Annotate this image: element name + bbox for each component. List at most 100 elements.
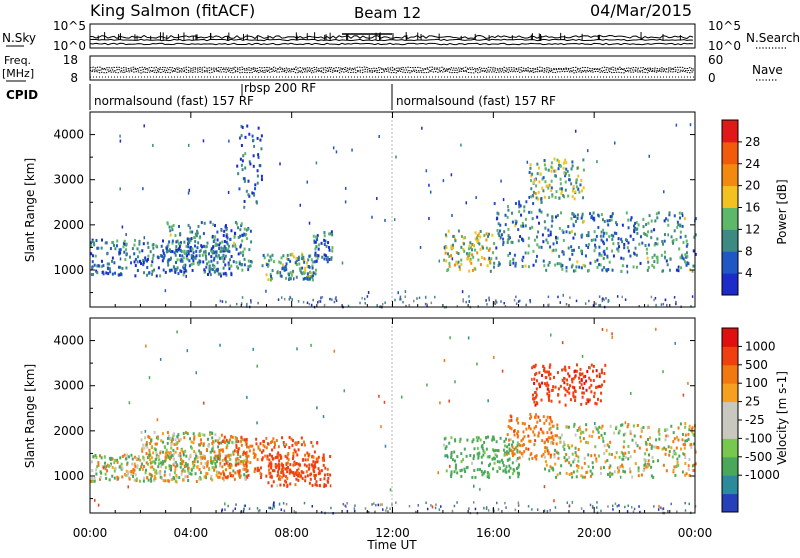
power-echo-cell — [204, 245, 207, 249]
velocity-scatter-cell — [273, 501, 275, 505]
velocity-echo-cell — [487, 399, 489, 403]
power-echo-cell — [635, 265, 638, 269]
power-echo-cell — [549, 230, 552, 234]
power-echo-cell — [208, 270, 211, 274]
power-echo-cell — [614, 141, 616, 145]
power-echo-cell — [163, 254, 166, 258]
power-scatter-cell — [601, 299, 604, 303]
power-scatter-cell — [329, 297, 331, 301]
power-scatter-cell — [277, 298, 280, 301]
velocity-echo-cell — [591, 465, 594, 469]
power-echo-cell — [308, 221, 311, 225]
velocity-echo-cell — [179, 465, 182, 469]
velocity-echo-cell — [175, 475, 178, 479]
power-echo-cell — [267, 278, 270, 282]
power-echo-cell — [287, 272, 290, 276]
power-echo-cell — [282, 254, 285, 258]
velocity-echo-cell — [278, 474, 281, 478]
velocity-echo-cell — [174, 479, 177, 483]
power-echo-cell — [457, 229, 460, 233]
velocity-echo-cell — [678, 454, 681, 458]
velocity-echo-cell — [573, 458, 576, 462]
velocity-echo-cell — [559, 471, 562, 475]
velocity-echo-cell — [594, 445, 597, 449]
velocity-scatter-cell — [243, 504, 246, 508]
velocity-echo-cell — [568, 455, 571, 459]
power-echo-cell — [314, 255, 317, 259]
velocity-echo-cell — [475, 435, 478, 439]
power-echo-cell — [183, 270, 186, 274]
power-echo-cell — [532, 190, 535, 194]
power-echo-cell — [242, 250, 245, 254]
power-echo-cell — [647, 221, 650, 225]
power-echo-cell — [529, 163, 532, 167]
velocity-echo-cell — [202, 442, 205, 446]
velocity-echo-cell — [148, 472, 151, 476]
power-echo-cell — [216, 230, 219, 234]
velocity-echo-cell — [477, 456, 480, 460]
velocity-echo-cell — [649, 436, 652, 440]
velocity-scatter-cell — [614, 502, 617, 505]
power-echo-cell — [216, 267, 219, 271]
velocity-echo-cell — [267, 468, 270, 472]
power-echo-cell — [550, 179, 553, 183]
power-echo-cell — [308, 274, 311, 278]
velocity-echo-cell — [270, 462, 273, 466]
power-echo-cell — [564, 158, 567, 162]
power-colorbar-cell — [722, 207, 738, 230]
velocity-echo-cell — [168, 467, 171, 471]
velocity-echo-cell — [247, 473, 250, 477]
power-echo-cell — [574, 129, 577, 133]
velocity-echo-cell — [444, 454, 447, 458]
velocity-scatter-cell — [367, 510, 370, 514]
power-echo-cell — [104, 241, 107, 245]
velocity-echo-cell — [120, 462, 123, 466]
power-echo-cell — [603, 249, 606, 253]
velocity-echo-cell — [210, 461, 213, 465]
power-echo-cell — [301, 272, 304, 276]
velocity-echo-cell — [121, 475, 124, 479]
power-echo-cell — [243, 232, 246, 236]
velocity-echo-cell — [172, 463, 175, 467]
power-echo-cell — [657, 211, 660, 215]
power-echo-cell — [581, 214, 584, 218]
power-echo-cell — [636, 231, 639, 235]
velocity-echo-cell — [687, 464, 690, 468]
velocity-echo-cell — [508, 419, 511, 423]
velocity-echo-cell — [666, 428, 669, 432]
velocity-echo-cell — [616, 466, 619, 470]
velocity-echo-cell — [281, 475, 284, 479]
power-echo-cell — [197, 224, 200, 228]
power-echo-cell — [216, 261, 219, 265]
velocity-scatter-cell — [684, 501, 686, 505]
velocity-echo-cell — [227, 453, 230, 457]
velocity-echo-cell — [150, 446, 153, 450]
power-echo-cell — [461, 290, 464, 294]
velocity-echo-cell — [245, 467, 248, 471]
power-echo-cell — [227, 263, 230, 267]
velocity-echo-cell — [176, 330, 178, 334]
velocity-echo-cell — [617, 431, 620, 435]
power-echo-cell — [138, 239, 141, 243]
velocity-echo-cell — [570, 472, 573, 476]
power-echo-cell — [565, 161, 568, 165]
velocity-echo-cell — [226, 444, 229, 448]
velocity-echo-cell — [173, 471, 176, 475]
power-echo-cell — [155, 244, 158, 248]
velocity-echo-cell — [471, 475, 474, 479]
velocity-echo-cell — [167, 451, 170, 455]
velocity-echo-cell — [643, 458, 646, 462]
power-echo-cell — [627, 218, 630, 222]
velocity-echo-cell — [557, 435, 560, 439]
power-echo-cell — [187, 245, 190, 249]
velocity-echo-cell — [282, 472, 285, 476]
power-echo-cell — [172, 223, 175, 227]
power-echo-cell — [497, 232, 500, 236]
power-echo-cell — [534, 192, 537, 196]
power-echo-cell — [646, 268, 649, 272]
velocity-panel-background — [90, 318, 695, 513]
power-echo-cell — [592, 217, 595, 221]
velocity-echo-cell — [229, 471, 232, 475]
power-echo-cell — [511, 220, 514, 224]
power-echo-cell — [218, 247, 221, 251]
